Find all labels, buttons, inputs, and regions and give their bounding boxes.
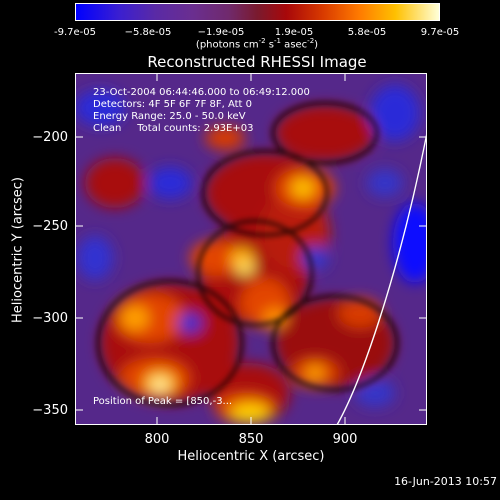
- y-tick-label: −250: [32, 219, 68, 234]
- heatmap-image: [75, 73, 427, 425]
- heatmap-plot-area: [75, 73, 427, 425]
- chart-title: Reconstructed RHESSI Image: [147, 53, 367, 71]
- y-tick-label: −300: [32, 311, 68, 326]
- y-axis-label: Heliocentric Y (arcsec): [10, 177, 26, 323]
- colorbar-tick: 9.7e-05: [420, 27, 460, 38]
- colorbar-tick: 5.8e-05: [347, 27, 387, 38]
- colorbar: [75, 3, 440, 21]
- solar-limb-line: [336, 132, 427, 425]
- x-axis-label: Heliocentric X (arcsec): [177, 449, 325, 464]
- colorbar-tick: −5.8e-05: [124, 27, 172, 38]
- info-detectors: Detectors: 4F 5F 6F 7F 8F, Att 0: [93, 99, 253, 110]
- info-time-range: 23-Oct-2004 06:44:46.000 to 06:49:12.000: [93, 87, 310, 98]
- info-clean-counts: Clean Total counts: 2.93E+03: [93, 123, 254, 134]
- y-tick-label: −350: [32, 403, 68, 418]
- colorbar-unit: (photons cm-2 s-1 asec-2): [195, 37, 319, 51]
- y-tick-label: −200: [32, 130, 68, 145]
- colorbar-tick: -9.7e-05: [54, 27, 96, 38]
- info-energy-range: Energy Range: 25.0 - 50.0 keV: [93, 111, 246, 122]
- colorbar-tick: −1.9e-05: [197, 27, 245, 38]
- x-tick-label: 850: [238, 432, 264, 447]
- colorbar-tick: 1.9e-05: [274, 27, 314, 38]
- x-tick-label: 800: [144, 432, 170, 447]
- peak-position-label: Position of Peak = [850,-3...: [93, 396, 233, 407]
- x-tick-label: 900: [332, 432, 358, 447]
- timestamp: 16-Jun-2013 10:57: [394, 475, 497, 488]
